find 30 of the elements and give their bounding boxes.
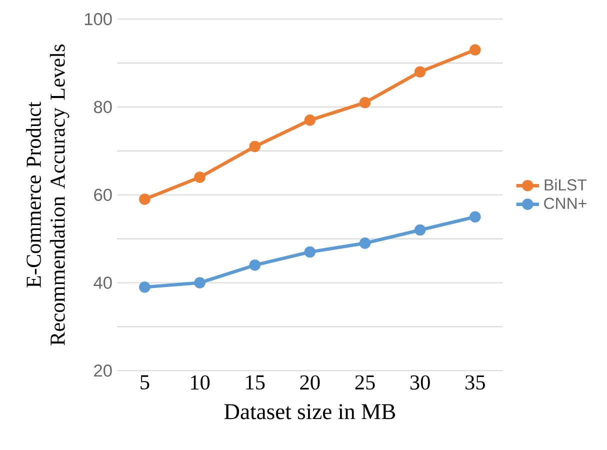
x-tick-label: 10 — [191, 375, 210, 390]
point — [414, 66, 426, 78]
x-tick-label: 25 — [355, 375, 375, 390]
y-tick-label: 40 — [94, 276, 112, 289]
point — [304, 246, 316, 258]
x-axis-title: Dataset size in MB — [224, 404, 396, 420]
x-tick-label: 30 — [410, 375, 430, 390]
x-tick-label: 35 — [466, 375, 485, 390]
y-tick-label: 20 — [94, 364, 112, 377]
point — [470, 211, 481, 222]
point — [194, 277, 206, 288]
x-tick-label: 15 — [246, 375, 265, 390]
point — [139, 281, 150, 293]
x-tick-label: 5 — [140, 375, 150, 390]
y-tick-label: 80 — [94, 100, 112, 114]
point — [249, 260, 261, 271]
point — [249, 140, 261, 152]
point — [194, 172, 206, 183]
legend-label: CNN+ — [544, 198, 586, 210]
point — [414, 224, 426, 236]
legend-label: BiLST — [544, 178, 587, 191]
y-tick-label: 100 — [84, 13, 112, 26]
y-tick-label: 60 — [94, 188, 112, 201]
point — [359, 238, 371, 249]
y-axis-title: E-Commerce Product Recommendation Accuracy Levels — [26, 44, 70, 346]
point — [359, 96, 371, 108]
point — [139, 194, 150, 205]
x-tick-label: 20 — [300, 375, 320, 390]
point — [470, 44, 481, 56]
point — [304, 114, 316, 126]
